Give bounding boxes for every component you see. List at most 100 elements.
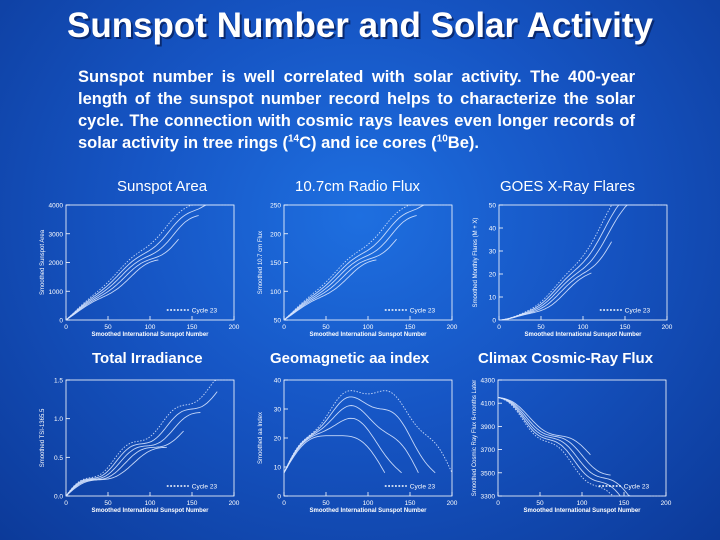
cycle-curve (497, 396, 666, 497)
cycle-curve (497, 396, 611, 476)
cycle-curve (283, 259, 377, 321)
y-tick-label: 3900 (481, 424, 496, 431)
heading-radio-flux: 10.7cm Radio Flux (295, 178, 421, 195)
cycle-curve (283, 204, 437, 321)
y-axis-label: Smoothed Monthly Flares (M + X) (473, 218, 479, 308)
description-paragraph: Sunspot number is well correlated with s… (78, 66, 635, 154)
cycle-curve (499, 272, 592, 321)
legend-label: Cycle 23 (625, 308, 651, 315)
x-tick-label: 200 (229, 500, 240, 507)
cycle-curve (65, 204, 219, 321)
y-tick-label: 40 (489, 226, 497, 233)
x-tick-label: 0 (496, 500, 500, 507)
paragraph-sup-10: 10 (436, 133, 448, 145)
x-tick-label: 150 (405, 500, 416, 507)
x-tick-label: 150 (619, 500, 630, 507)
y-axis-label: Smoothed Cosmic Ray Flux 6-months Later (472, 380, 478, 496)
x-tick-label: 200 (229, 324, 240, 331)
paragraph-part-1: Sunspot number is well correlated with s… (78, 68, 635, 152)
cycle-curve (283, 204, 452, 321)
x-tick-label: 0 (64, 324, 68, 331)
y-tick-label: 50 (274, 318, 282, 325)
cycle-curve (498, 204, 632, 321)
paragraph-part-2: C) and ice cores ( (299, 134, 437, 152)
x-tick-label: 200 (662, 324, 673, 331)
cycle-curve (283, 405, 419, 473)
y-tick-label: 1000 (49, 289, 64, 296)
y-tick-label: 4300 (481, 378, 496, 385)
y-axis-label: Smoothed TSI-1365.5 (40, 408, 46, 467)
y-tick-label: 100 (270, 289, 281, 296)
cycle-curve (498, 204, 652, 321)
cycle-curve (497, 396, 591, 456)
x-tick-label: 50 (104, 324, 112, 331)
x-tick-label: 150 (620, 324, 631, 331)
x-tick-label: 100 (145, 500, 156, 507)
y-tick-label: 30 (274, 407, 282, 414)
legend-label: Cycle 23 (624, 484, 650, 491)
x-tick-label: 100 (363, 324, 374, 331)
cycle-curve (497, 396, 651, 497)
plot-cosmic-ray: 3300 3500 3700 3900 4100 4300 0 50 100 150 200 Smoo… (472, 378, 672, 515)
y-tick-label: 250 (270, 203, 281, 210)
x-axis-label: Smoothed International Sunspot Number (91, 508, 209, 514)
heading-total-irradiance: Total Irradiance (92, 350, 203, 367)
cycle-curve (283, 417, 402, 474)
y-tick-label: 0 (277, 494, 281, 501)
paragraph-sup-14: 14 (288, 133, 300, 145)
y-axis-label: Smoothed 10.7 cm Flux (258, 231, 264, 294)
page-title: Sunspot Number and Solar Activity (66, 6, 653, 45)
y-tick-label: 200 (270, 231, 281, 238)
y-tick-label: 0.5 (54, 455, 63, 462)
cycle-curve (283, 238, 397, 321)
y-axis-label: Smoothed Sunspot Area (40, 229, 46, 295)
y-tick-label: 0.0 (54, 494, 63, 501)
cycle-curve (283, 435, 386, 474)
plot-total-irradiance: 0.0 0.5 1.0 1.5 0 50 100 150 200 Smoothed Interna… (40, 378, 240, 515)
cycle-curve (65, 391, 218, 497)
x-axis-label: Smoothed International Sunspot Number (91, 332, 209, 338)
plot-xray-flares: 0 10 20 30 40 50 0 50 100 150 200 Smoothed Internat… (473, 203, 673, 339)
x-tick-label: 0 (497, 324, 501, 331)
y-tick-label: 3000 (49, 231, 64, 238)
cycle-curve (498, 204, 667, 321)
y-tick-label: 0 (492, 318, 496, 325)
heading-sunspot-area: Sunspot Area (117, 178, 208, 195)
cycle-curve (283, 396, 436, 474)
x-tick-label: 150 (187, 324, 198, 331)
x-tick-label: 100 (145, 324, 156, 331)
y-tick-label: 4000 (49, 203, 64, 210)
cycle-curve (65, 238, 179, 321)
cycle-curve (498, 241, 612, 321)
x-tick-label: 150 (405, 324, 416, 331)
heading-cosmic-ray: Climax Cosmic-Ray Flux (478, 350, 654, 367)
x-tick-label: 50 (322, 500, 330, 507)
x-tick-label: 200 (447, 500, 458, 507)
cycle-curve (65, 379, 234, 497)
x-axis-label: Smoothed International Sunspot Number (309, 332, 427, 338)
x-tick-label: 100 (363, 500, 374, 507)
heading-xray-flares: GOES X-Ray Flares (500, 178, 636, 195)
y-tick-label: 1.0 (54, 416, 63, 423)
y-tick-label: 3700 (481, 447, 496, 454)
y-tick-label: 40 (274, 378, 282, 385)
x-tick-label: 50 (536, 500, 544, 507)
y-tick-label: 20 (274, 436, 282, 443)
cycle-curve (65, 446, 167, 497)
cycle-curve (65, 259, 159, 321)
paragraph-part-3: Be). (447, 134, 479, 152)
cycle-curve (497, 396, 631, 497)
y-tick-label: 1.5 (54, 378, 63, 385)
x-axis-label: Smoothed International Sunspot Number (523, 508, 641, 514)
cycle-curve (65, 412, 201, 497)
y-tick-label: 150 (270, 260, 281, 267)
cycle-curve (283, 390, 453, 473)
cycle-curve (65, 430, 184, 497)
x-tick-label: 50 (104, 500, 112, 507)
legend-label: Cycle 23 (410, 484, 436, 491)
legend-label: Cycle 23 (192, 308, 218, 315)
y-tick-label: 20 (489, 272, 497, 279)
cycle-curve (283, 215, 417, 321)
plot-sunspot-area: 0 1000 2000 3000 4000 0 50 100 150 200 Smoothed In… (40, 203, 240, 339)
